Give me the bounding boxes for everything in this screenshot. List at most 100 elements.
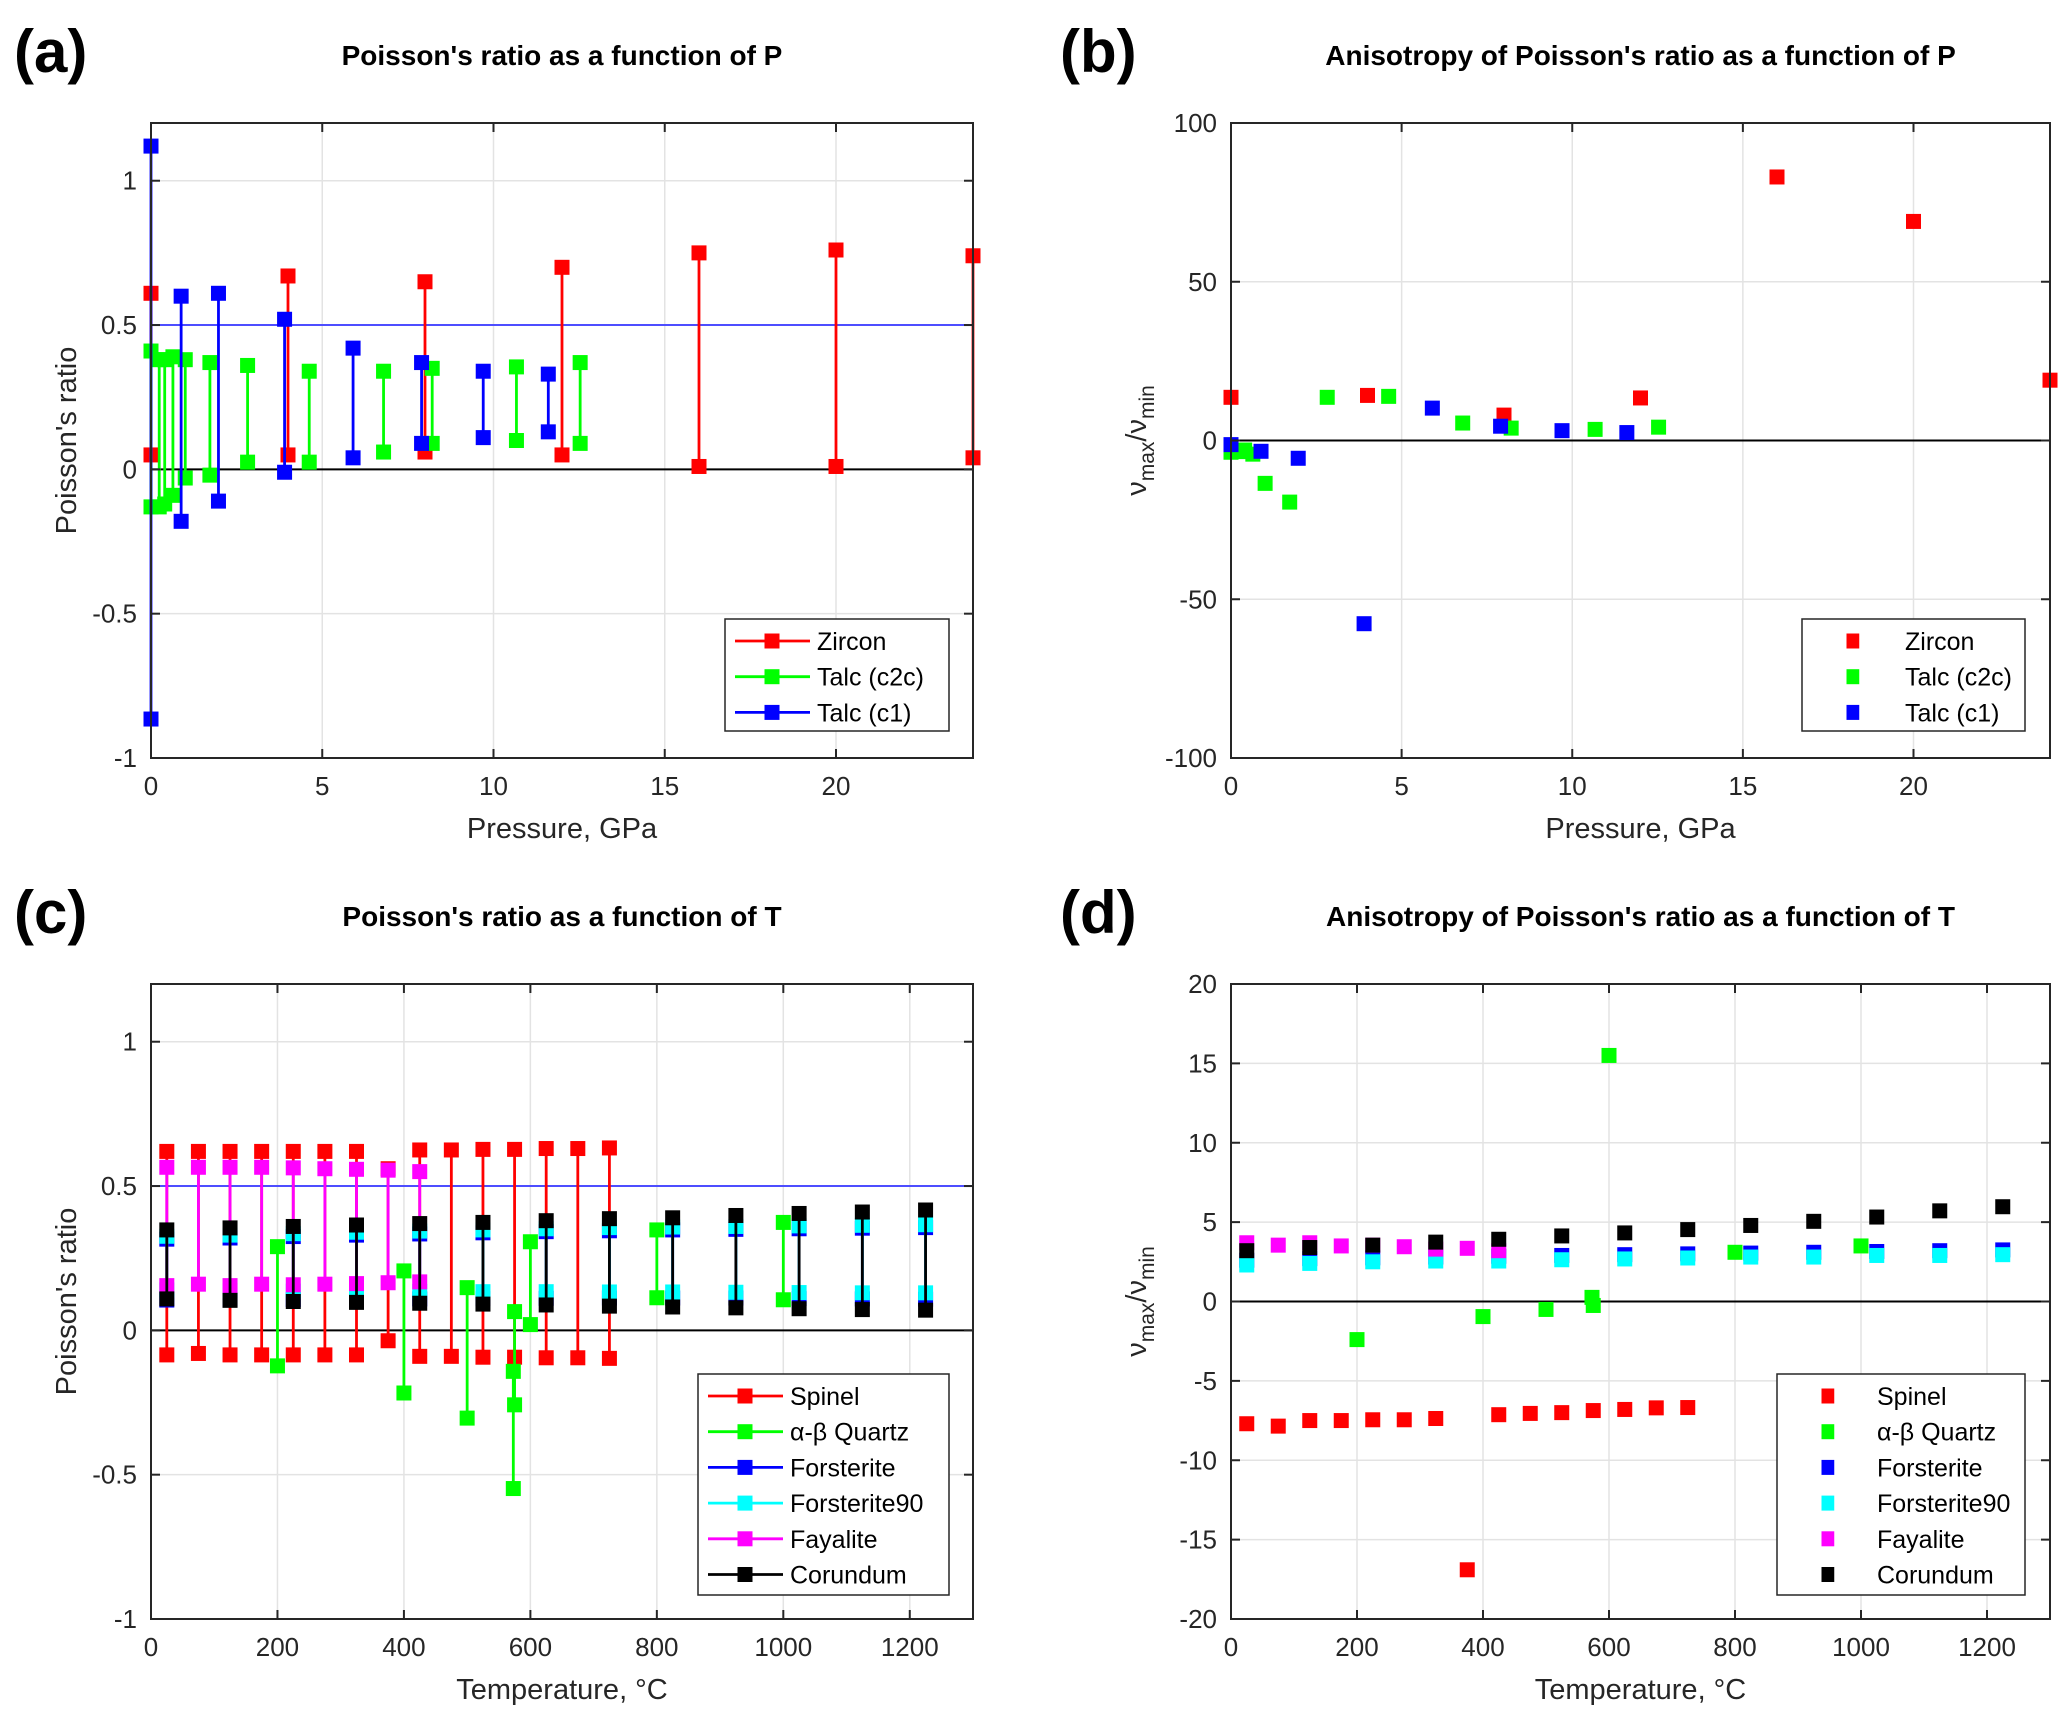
data-point [1428,1234,1444,1250]
x-tick-label: 0 [144,1632,158,1662]
data-point [1869,1247,1885,1263]
data-point [1906,213,1921,229]
legend-entry: Talc (c1) [735,699,911,727]
data-point [1257,475,1273,491]
legend-entry: α-β Quartz [708,1419,909,1447]
x-tick-label: 600 [1587,1632,1630,1662]
legend-label: Corundum [1877,1562,1994,1590]
data-point [1455,415,1471,431]
min-marker [254,1347,270,1363]
data-point [1853,1238,1869,1254]
data-point [1585,1403,1601,1419]
x-tick-label: 10 [1558,771,1587,801]
max-marker [396,1263,412,1279]
series-spinel [1239,1400,1696,1578]
max-marker [349,1217,364,1233]
max-marker [349,1161,364,1177]
legend-entry: Corundum [708,1562,907,1590]
min-marker [554,447,570,463]
legend-marker [737,1495,753,1511]
max-marker [414,355,430,371]
legend-entry: Fayalite [708,1526,878,1554]
max-marker [317,1143,333,1159]
max-marker [522,1234,538,1250]
y-tick-label: -0.5 [92,1460,137,1490]
x-axis-label: Temperature, °C [456,1674,667,1706]
panel-label: (b) [1060,18,1137,85]
data-point [1554,1228,1570,1244]
x-tick-label: 20 [822,771,851,801]
legend-box [697,1373,950,1596]
legend-marker [1821,1388,1835,1404]
data-point [1743,1217,1759,1233]
data-point [1302,1255,1318,1271]
max-marker [277,311,293,327]
min-marker [269,1358,285,1374]
x-tick-label: 0 [1224,1632,1238,1662]
x-tick-label: 400 [1461,1632,1504,1662]
min-marker [854,1302,870,1318]
chart-title: Anisotropy of Poisson's ratio as a funct… [1326,901,1955,932]
data-point [1491,1243,1507,1259]
max-marker [269,1239,285,1255]
data-point [1680,1250,1696,1266]
legend-label: Spinel [790,1383,860,1411]
y-tick-label: -0.5 [92,599,137,629]
data-point [1743,1249,1759,1265]
legend-entry: Forsterite90 [708,1490,923,1518]
x-tick-label: 200 [256,1632,299,1662]
data-point [1239,1243,1255,1259]
panel-label: (a) [14,18,87,85]
legend-label: Zircon [1905,628,1974,656]
x-tick-label: 1200 [1958,1632,2016,1662]
y-tick-label: 0.5 [101,1171,137,1201]
x-tick-label: 800 [1713,1632,1756,1662]
max-marker [601,1211,617,1227]
data-point [1282,494,1298,510]
min-marker [190,1345,206,1361]
x-tick-label: 15 [1728,771,1757,801]
y-axis-label-subscript: max [1136,1302,1159,1342]
max-marker [475,1141,491,1157]
y-axis-label-part: ν [1121,481,1153,496]
panel-label: (d) [1060,879,1137,946]
data-point [1302,1413,1318,1429]
max-marker [349,1143,364,1159]
legend: Zircon Talc (c2c) Talc (c1) [1801,618,2026,732]
legend-label: Fayalite [790,1526,878,1554]
legend-marker [737,1459,753,1475]
min-marker [280,447,296,463]
max-marker [240,357,256,373]
chart-title: Anisotropy of Poisson's ratio as a funct… [1325,40,1956,71]
legend-marker [764,633,780,649]
legend: Zircon Talc (c2c) Talc (c1) [724,618,950,732]
min-marker [572,435,588,451]
data-point [1475,1309,1491,1325]
data-point [1585,1297,1601,1313]
min-marker [396,1385,412,1401]
legend-entry: Spinel [708,1383,860,1411]
legend-entry: Talc (c2c) [735,664,924,692]
legend-label: Fayalite [1877,1526,1965,1554]
x-tick-label: 15 [650,771,679,801]
min-marker [317,1347,333,1363]
min-marker [691,458,707,474]
data-point [1806,1213,1822,1229]
max-marker [280,268,296,284]
max-marker [380,1162,396,1178]
max-marker [572,355,588,371]
legend: Spinel α-β Quartz Forsterite Forsterite90 Fa… [697,1373,950,1596]
legend-entry: α-β Quartz [1821,1419,1996,1447]
data-point [1617,1225,1633,1241]
y-axis-label: Poisson's ratio [51,347,83,535]
y-tick-label: -20 [1179,1604,1217,1634]
data-point [1995,1199,2011,1215]
y-axis-label-part: Poisson's ratio [51,1208,83,1396]
chart-panel-c: 0 200 400 600 800 1000 1200 -1 -0.5 0 0.5 1 Poisson'… [14,879,974,1706]
x-tick-label: 0 [144,771,158,801]
min-marker [376,444,392,460]
y-axis-label-part: ν [1121,1342,1153,1357]
x-tick-label: 800 [635,1632,678,1662]
min-marker [505,1481,521,1497]
